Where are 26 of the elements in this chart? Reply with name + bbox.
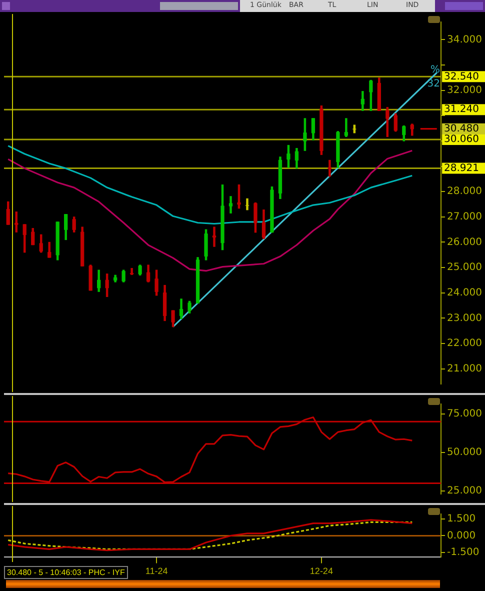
annotation: 32 [427, 78, 440, 90]
y-tick-label: 26.000 [447, 236, 482, 248]
annotation: % [430, 64, 440, 76]
text: 30.480 - 5 - 10:46:03 - PHC - IYF [4, 566, 128, 579]
y-tick-label: 27.000 [447, 212, 482, 223]
y-tick-label: 32.000 [447, 84, 482, 96]
y-tick-label: 22.000 [447, 338, 482, 350]
y-tick-label: 75.000 [447, 408, 482, 420]
y-tick-label: 50.000 [447, 446, 482, 458]
y-tick-label: -1.500 [447, 547, 480, 558]
x-tick-label: 11-24 [145, 566, 168, 576]
ref-line-label: 32.540 [444, 71, 479, 82]
y-tick-label: 1.500 [447, 513, 476, 524]
y-tick-label: 25.000 [447, 486, 482, 497]
ref-line-label: 31.240 [444, 104, 479, 116]
y-tick-label: 28.000 [447, 186, 482, 198]
y-tick-label: 23.000 [447, 312, 482, 324]
data-label: 30.480 [444, 123, 479, 134]
y-tick-label: 25.000 [447, 262, 482, 274]
ref-line-label: 28.921 [444, 162, 479, 174]
x-tick-label: 12-24 [310, 566, 333, 576]
y-tick-label: 34.000 [447, 34, 482, 46]
y-tick-label: 0.000 [447, 530, 476, 542]
y-tick-label: 21.000 [447, 363, 482, 374]
y-tick-label: 24.000 [447, 287, 482, 298]
ref-line-label: 30.060 [444, 134, 479, 146]
